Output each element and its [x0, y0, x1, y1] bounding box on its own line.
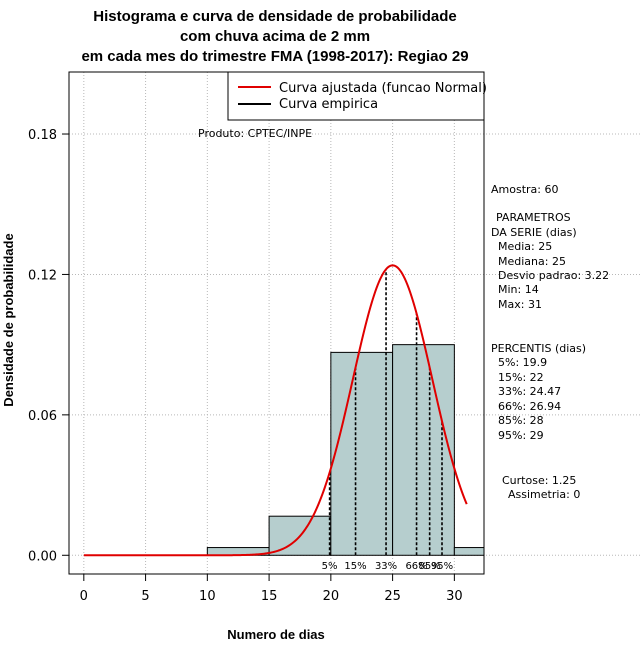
- y-tick-label-1: 0.06: [28, 409, 57, 424]
- y-axis: 0.00 0.06 0.12 0.18: [28, 128, 69, 564]
- stat-p33: 33%: 24.47: [498, 385, 561, 398]
- histogram-bars: [206, 344, 485, 556]
- percentile-label-4: 85%: [419, 561, 441, 572]
- chart-title-line-2: com chuva acima de 2 mm: [180, 28, 370, 45]
- percentile-label-1: 15%: [344, 561, 366, 572]
- stat-p85: 85%: 28: [498, 414, 544, 427]
- x-tick-label-15: 15: [261, 589, 278, 604]
- x-tick-label-5: 5: [141, 589, 149, 604]
- y-tick-label-2: 0.12: [28, 268, 57, 283]
- params-title: PARAMETROS: [496, 211, 571, 224]
- normal-fit-curve: [83, 264, 468, 557]
- stat-curtose: Curtose: 1.25: [502, 474, 576, 487]
- chart-title-line-3: em cada mes do trimestre FMA (1998-2017)…: [81, 48, 468, 65]
- bar-3: [392, 344, 455, 556]
- legend-box: [227, 71, 485, 121]
- stats-panel: Amostra: 60 PARAMETROS DA SERIE (dias) M…: [491, 183, 609, 501]
- percentile-label-0: 5%: [322, 561, 338, 572]
- stat-mediana: Mediana: 25: [498, 255, 566, 268]
- y-tick-label-3: 0.18: [28, 128, 57, 143]
- chart-title-line-1: Histograma e curva de densidade de proba…: [93, 8, 456, 25]
- percentile-labels: 5% 15% 33% 66%85%95%: [322, 561, 453, 572]
- x-tick-label-0: 0: [80, 589, 88, 604]
- y-axis-title: Densidade de probabilidade: [1, 233, 16, 406]
- x-tick-label-10: 10: [199, 589, 216, 604]
- params-subtitle: DA SERIE (dias): [491, 226, 577, 239]
- percentis-title: PERCENTIS (dias): [491, 342, 586, 355]
- stat-assimetria: Assimetria: 0: [508, 488, 580, 501]
- percentile-label-3: 66%: [405, 561, 427, 572]
- product-label: Produto: CPTEC/INPE: [198, 127, 312, 140]
- stat-media: Media: 25: [498, 240, 552, 253]
- percentile-label-5: 95%: [431, 561, 453, 572]
- stat-desvio: Desvio padrao: 3.22: [498, 269, 609, 282]
- legend-fit-label: Curva ajustada (funcao Normal): [279, 81, 487, 96]
- x-tick-label-20: 20: [323, 589, 340, 604]
- stat-p66: 66%: 26.94: [498, 400, 561, 413]
- y-tick-label-0: 0.00: [28, 549, 57, 564]
- legend: Curva ajustada (funcao Normal) Curva emp…: [227, 71, 487, 121]
- stat-max: Max: 31: [498, 298, 542, 311]
- bar-2: [330, 351, 394, 556]
- x-axis: 0 5 10 15 20 25 30: [80, 573, 463, 604]
- percentile-lines: [328, 269, 443, 556]
- percentile-label-2: 33%: [375, 561, 397, 572]
- sample-size: Amostra: 60: [491, 183, 558, 196]
- stat-p95: 95%: 29: [498, 429, 544, 442]
- stat-p5: 5%: 19.9: [498, 356, 547, 369]
- x-axis-title: Numero de dias: [227, 627, 325, 642]
- bar-4: [453, 547, 485, 556]
- x-tick-label-25: 25: [384, 589, 401, 604]
- stat-min: Min: 14: [498, 283, 539, 296]
- x-tick-label-30: 30: [446, 589, 463, 604]
- legend-empirical-label: Curva empirica: [279, 97, 378, 112]
- stat-p15: 15%: 22: [498, 371, 544, 384]
